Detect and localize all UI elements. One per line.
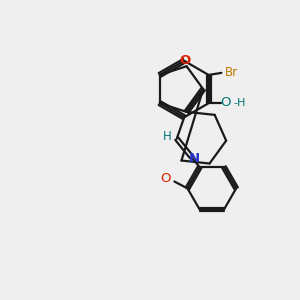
Text: -H: -H <box>234 98 246 108</box>
Text: O: O <box>180 54 191 67</box>
Text: H: H <box>163 130 172 143</box>
Text: O: O <box>220 96 231 109</box>
Text: O: O <box>160 172 171 185</box>
Text: N: N <box>189 152 200 165</box>
Text: Br: Br <box>225 66 238 80</box>
